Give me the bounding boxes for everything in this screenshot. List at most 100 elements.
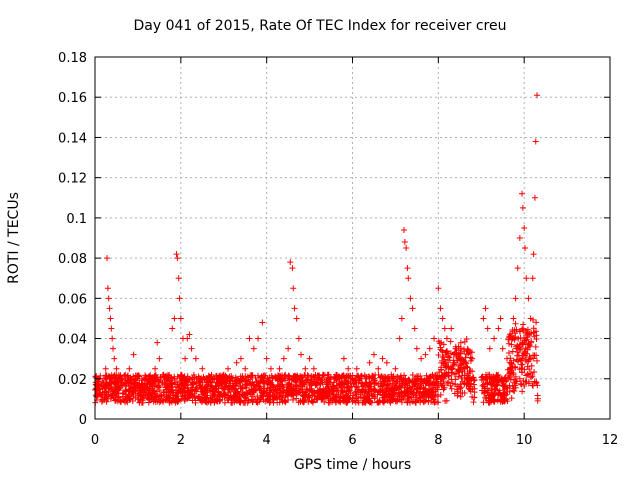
- data-point: [110, 345, 117, 352]
- data-point: [225, 365, 232, 372]
- data-point: [199, 365, 206, 372]
- data-point: [527, 315, 534, 322]
- data-point: [404, 265, 411, 272]
- data-point: [413, 345, 420, 352]
- data-point: [379, 355, 386, 362]
- data-point: [100, 379, 107, 386]
- data-point: [519, 190, 526, 197]
- data-point: [302, 365, 309, 372]
- data-point: [497, 315, 504, 322]
- data-point: [370, 351, 377, 358]
- data-point: [130, 351, 137, 358]
- y-tick-label: 0.06: [58, 292, 87, 307]
- data-point: [295, 335, 302, 342]
- data-point: [233, 359, 240, 366]
- data-points: [94, 92, 541, 398]
- data-point: [176, 295, 183, 302]
- data-point: [401, 226, 407, 233]
- data-point: [108, 325, 115, 332]
- data-point: [285, 345, 292, 352]
- data-point: [152, 365, 159, 372]
- data-point: [134, 375, 141, 382]
- data-point: [418, 355, 425, 362]
- data-point: [435, 285, 442, 292]
- data-point: [192, 355, 199, 362]
- data-point: [531, 194, 538, 201]
- data-point: [495, 325, 502, 332]
- data-point: [439, 315, 446, 322]
- data-point: [113, 365, 120, 372]
- data-point: [521, 224, 528, 231]
- data-point: [272, 375, 279, 382]
- data-point: [293, 315, 300, 322]
- data-point: [388, 375, 395, 382]
- data-point: [383, 359, 390, 366]
- data-point: [290, 285, 297, 292]
- grid: [95, 57, 610, 419]
- data-point: [109, 335, 116, 342]
- data-point: [480, 315, 487, 322]
- data-point: [437, 305, 444, 312]
- data-point: [396, 335, 403, 342]
- data-point: [426, 345, 433, 352]
- data-point: [107, 315, 114, 322]
- data-point: [246, 335, 253, 342]
- data-point: [332, 385, 339, 392]
- data-point: [392, 365, 399, 372]
- data-point: [298, 351, 304, 358]
- data-point: [105, 295, 112, 302]
- data-point: [207, 379, 214, 386]
- data-point: [512, 295, 519, 302]
- data-point: [216, 375, 223, 382]
- data-point: [358, 379, 365, 386]
- data-point: [259, 319, 266, 326]
- data-point: [452, 345, 459, 352]
- y-tick-label: 0.14: [58, 131, 87, 146]
- data-point: [117, 375, 124, 382]
- data-point: [486, 345, 493, 352]
- data-point: [186, 331, 193, 338]
- data-point: [154, 339, 161, 346]
- data-point: [106, 305, 113, 312]
- data-point: [484, 325, 491, 332]
- x-tick-label: 4: [263, 433, 271, 448]
- data-point: [229, 375, 236, 382]
- data-point: [177, 315, 184, 322]
- data-point: [310, 365, 317, 372]
- data-point: [401, 239, 408, 246]
- data-point: [431, 335, 438, 342]
- data-point: [409, 305, 416, 312]
- data-point: [220, 371, 227, 378]
- y-tick-label: 0.02: [58, 373, 87, 388]
- data-cloud-markers: [92, 316, 541, 406]
- y-tick-label: 0.08: [58, 252, 87, 267]
- x-tick-label: 6: [348, 433, 356, 448]
- data-point: [530, 251, 537, 258]
- data-point: [289, 265, 296, 272]
- data-point: [465, 375, 472, 382]
- data-point: [441, 325, 448, 332]
- data-point: [175, 275, 182, 282]
- data-point: [407, 295, 414, 302]
- data-point: [525, 295, 532, 302]
- data-point: [319, 379, 326, 386]
- data-point: [111, 355, 118, 362]
- x-tick-label: 2: [177, 433, 185, 448]
- data-point: [143, 375, 150, 382]
- data-point: [104, 255, 111, 262]
- data-point: [164, 375, 171, 382]
- data-point: [250, 345, 257, 352]
- data-point: [169, 325, 176, 332]
- data-point: [345, 365, 352, 372]
- data-point: [328, 391, 335, 398]
- data-point: [139, 385, 146, 392]
- y-tick-label: 0: [79, 413, 87, 428]
- data-point: [171, 315, 178, 322]
- data-point: [403, 245, 410, 252]
- data-point: [504, 355, 510, 362]
- data-point: [203, 375, 210, 382]
- data-point: [336, 375, 343, 382]
- data-point: [237, 355, 244, 362]
- y-tick-label: 0.12: [58, 172, 87, 187]
- data-point: [174, 255, 181, 262]
